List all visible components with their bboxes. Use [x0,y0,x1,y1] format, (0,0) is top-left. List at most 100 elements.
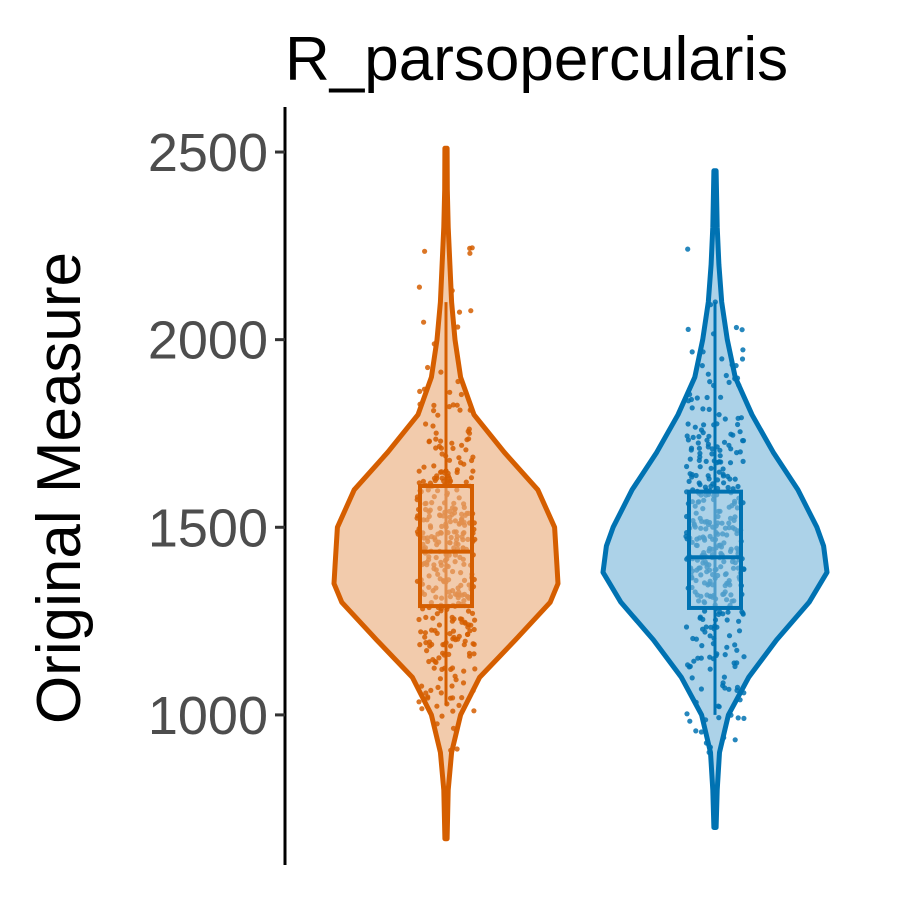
data-point [703,492,709,498]
data-point [697,464,703,470]
data-point [706,433,712,439]
data-point [462,620,468,626]
data-point [688,396,695,403]
data-point [452,518,458,524]
data-point [426,513,432,520]
data-point [711,626,717,632]
data-point [732,514,738,520]
data-point [716,469,722,475]
data-point [706,406,712,412]
data-point [456,495,462,501]
data-point [689,474,695,480]
data-point [694,536,700,542]
data-point [421,535,427,541]
data-point [691,658,697,664]
data-point [726,504,732,510]
data-point [695,655,701,661]
data-point [717,508,723,514]
data-point [455,595,461,601]
data-point [439,595,445,601]
data-point [704,569,710,575]
data-point [456,309,463,315]
data-point [710,524,716,530]
data-point [466,430,473,436]
data-point [716,715,722,721]
data-point [450,588,456,594]
data-point [706,749,712,756]
data-point [457,616,464,622]
data-point [721,439,728,445]
data-point [424,648,430,654]
data-point [741,690,747,696]
data-point [735,483,741,490]
data-point [735,415,741,421]
data-point [703,624,709,630]
data-point [450,708,456,714]
data-point [447,594,453,600]
data-point [733,363,739,369]
data-point [446,457,453,463]
data-point [438,369,444,375]
data-point [421,319,427,325]
data-point [441,579,447,585]
data-point [435,412,441,418]
data-point [467,407,473,413]
data-point [458,391,464,398]
data-point [710,331,717,337]
data-point [707,744,714,750]
data-point [731,500,738,506]
data-point [449,683,455,689]
data-point [693,699,699,706]
data-point [461,501,467,507]
data-point [740,438,747,444]
data-point [687,391,693,397]
data-point [438,530,444,536]
data-point [449,288,455,294]
data-point [734,450,740,456]
y-axis-label: Original Measure [25,252,94,724]
data-point [465,608,472,614]
data-point [740,458,746,464]
data-point [430,423,436,429]
data-point [707,519,713,526]
data-point [437,576,443,582]
data-point [710,641,717,647]
data-point [714,421,720,427]
data-point [450,402,456,408]
data-point [446,404,452,410]
data-point [703,561,710,567]
y-tick-label: 2000 [148,311,268,371]
data-point [700,534,706,540]
data-point [714,444,720,450]
data-point [707,633,713,639]
data-point [696,457,702,463]
data-point [453,728,459,734]
data-point [429,500,435,506]
data-point [433,594,439,600]
data-point [710,656,716,662]
data-point [446,475,452,481]
data-point [704,394,710,401]
data-point [447,631,453,637]
data-point [685,437,692,443]
data-points [683,246,747,756]
data-point [468,475,475,481]
data-point [470,468,476,474]
data-point [447,519,453,525]
data-point [424,559,430,566]
data-point [735,715,741,721]
data-point [423,690,429,696]
data-point [417,388,423,394]
data-point [704,437,710,443]
data-point [416,699,422,705]
data-point [728,712,734,718]
data-point [710,496,717,503]
data-point [436,622,442,628]
data-point [455,378,461,385]
data-point [438,469,444,475]
data-point [468,308,474,314]
data-point [711,382,717,389]
data-point [727,460,734,466]
data-point [431,494,437,500]
